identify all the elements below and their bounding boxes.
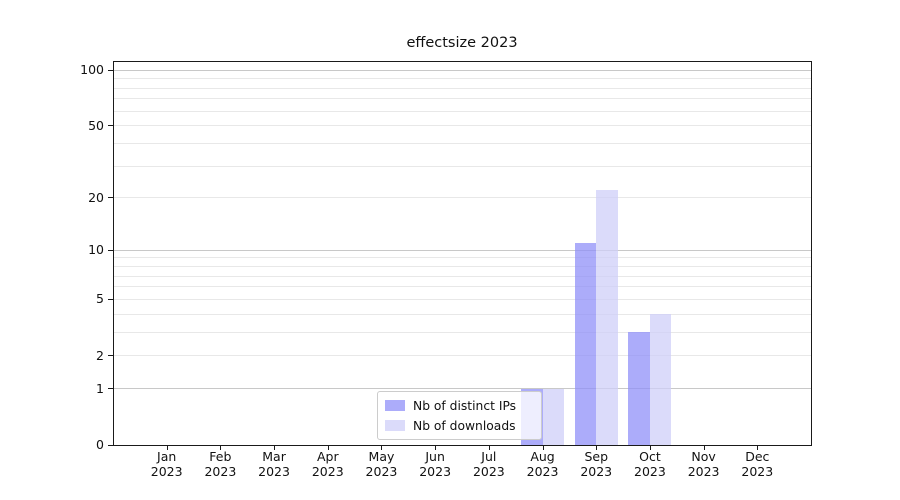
gridline-y-70 — [113, 98, 811, 100]
gridline-y-2 — [113, 355, 811, 357]
y-axis-tick-label-5: 5 — [96, 291, 104, 307]
x-axis-tick-label-oct: Oct 2023 — [634, 449, 666, 479]
legend-label-downloads: Nb of downloads — [413, 418, 516, 433]
y-axis-tick-label-50: 50 — [88, 117, 104, 133]
x-axis-tick-label-jul: Jul 2023 — [472, 449, 505, 479]
gridline-y-1 — [113, 388, 811, 390]
gridline-y-4 — [113, 313, 811, 315]
gridline-y-80 — [113, 87, 811, 89]
gridline-y-5 — [113, 298, 811, 300]
gridline-y-8 — [113, 266, 811, 268]
x-axis-tick-mark-nov — [703, 446, 705, 450]
y-axis-tick-label-10: 10 — [88, 242, 104, 258]
bar-oct-distinct-ips — [628, 332, 650, 445]
x-axis-tick-mark-apr — [327, 446, 329, 450]
gridline-y-90 — [113, 78, 811, 80]
chart-title: effectsize 2023 — [406, 35, 518, 51]
x-axis-tick-label-aug: Aug 2023 — [526, 449, 559, 479]
x-axis-tick-mark-jul — [488, 446, 490, 450]
y-axis-tick-label-20: 20 — [88, 189, 104, 205]
x-axis-tick-mark-oct — [649, 446, 651, 450]
gridline-y-60 — [113, 110, 811, 112]
legend: Nb of distinct IPs Nb of downloads — [377, 391, 542, 440]
x-axis-tick-label-jun: Jun 2023 — [419, 449, 452, 479]
y-axis-tick-label-1: 1 — [96, 380, 104, 396]
x-axis-tick-mark-dec — [757, 446, 759, 450]
bar-sep-distinct-ips — [574, 243, 597, 445]
gridline-y-9 — [113, 257, 811, 259]
legend-swatch-downloads-icon — [385, 420, 405, 431]
legend-item-downloads: Nb of downloads — [385, 417, 533, 434]
gridline-y-50 — [113, 125, 811, 127]
y-axis-tick-mark-0 — [108, 444, 113, 446]
x-axis-tick-label-may: May 2023 — [365, 449, 398, 479]
y-axis-tick-mark-20 — [108, 197, 113, 199]
y-axis-tick-mark-5 — [108, 298, 113, 300]
x-axis-tick-label-mar: Mar 2023 — [258, 449, 290, 479]
y-axis-tick-mark-2 — [108, 355, 113, 357]
y-axis-tick-mark-10 — [108, 249, 113, 251]
x-axis-tick-label-jan: Jan 2023 — [150, 449, 183, 479]
gridline-y-7 — [113, 275, 811, 277]
gridline-y-40 — [113, 142, 811, 144]
y-axis-tick-mark-50 — [108, 125, 113, 127]
x-axis-tick-mark-aug — [542, 446, 544, 450]
legend-swatch-distinct-ips-icon — [385, 400, 405, 411]
gridline-y-6 — [113, 286, 811, 288]
bar-aug-downloads — [542, 388, 564, 445]
gridline-y-3 — [113, 331, 811, 333]
y-axis-tick-mark-1 — [108, 388, 113, 390]
gridline-y-30 — [113, 165, 811, 167]
x-axis-tick-label-dec: Dec 2023 — [741, 449, 774, 479]
x-axis-tick-label-nov: Nov 2023 — [687, 449, 720, 479]
x-axis-tick-label-sep: Sep 2023 — [580, 449, 613, 479]
x-axis-tick-label-apr: Apr 2023 — [311, 449, 344, 479]
x-axis-tick-mark-may — [381, 446, 383, 450]
y-axis-tick-label-100: 100 — [80, 62, 104, 78]
gridline-y-100 — [113, 69, 811, 71]
x-axis-tick-mark-mar — [274, 446, 276, 450]
x-axis-tick-mark-sep — [596, 446, 598, 450]
bar-sep-downloads — [596, 190, 618, 445]
x-axis-tick-mark-jan — [166, 446, 168, 450]
x-axis-tick-mark-jun — [435, 446, 437, 450]
x-axis-tick-label-feb: Feb 2023 — [204, 449, 237, 479]
bar-oct-downloads — [649, 314, 672, 445]
y-axis-tick-label-2: 2 — [96, 347, 104, 363]
legend-label-distinct-ips: Nb of distinct IPs — [413, 398, 517, 413]
x-axis-tick-mark-feb — [220, 446, 222, 450]
y-axis-tick-label-0: 0 — [96, 437, 104, 452]
legend-item-distinct-ips: Nb of distinct IPs — [385, 397, 533, 414]
gridline-y-10 — [113, 249, 811, 251]
y-axis-tick-mark-100 — [108, 69, 113, 71]
gridline-y-20 — [113, 197, 811, 199]
